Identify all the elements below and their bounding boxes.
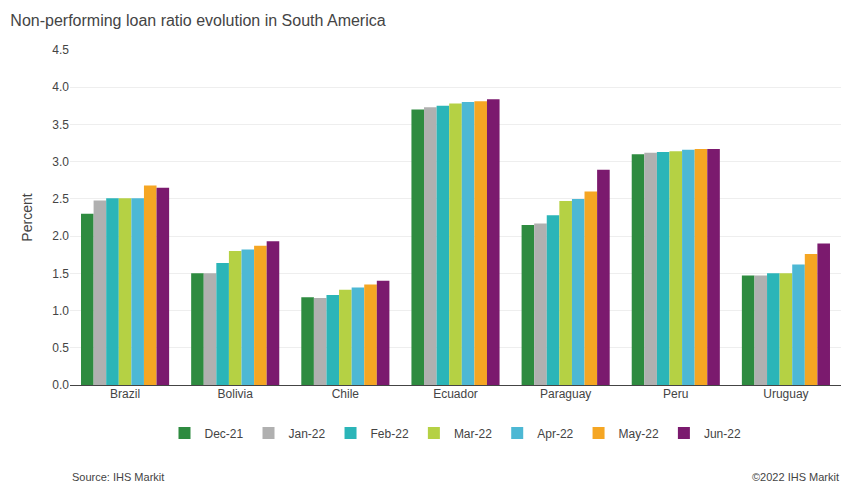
svg-text:Non-performing loan ratio evol: Non-performing loan ratio evolution in S… (10, 12, 385, 29)
svg-text:Mar-22: Mar-22 (454, 427, 492, 441)
svg-text:Source: IHS Markit: Source: IHS Markit (72, 471, 164, 483)
svg-text:2.0: 2.0 (52, 229, 69, 243)
svg-text:Feb-22: Feb-22 (371, 427, 409, 441)
svg-text:Chile: Chile (332, 387, 360, 401)
svg-text:Dec-21: Dec-21 (205, 427, 244, 441)
svg-text:Ecuador: Ecuador (433, 387, 478, 401)
svg-text:Uruguay: Uruguay (763, 387, 808, 401)
svg-text:4.5: 4.5 (52, 43, 69, 57)
svg-text:2.5: 2.5 (52, 192, 69, 206)
svg-text:0.0: 0.0 (52, 378, 69, 392)
svg-text:Apr-22: Apr-22 (537, 427, 573, 441)
svg-text:1.0: 1.0 (52, 304, 69, 318)
svg-text:4.0: 4.0 (52, 80, 69, 94)
svg-text:3.0: 3.0 (52, 155, 69, 169)
svg-text:Bolivia: Bolivia (218, 387, 254, 401)
svg-text:Brazil: Brazil (110, 387, 140, 401)
svg-text:Percent: Percent (19, 193, 35, 241)
svg-text:Peru: Peru (663, 387, 688, 401)
svg-text:Paraguay: Paraguay (540, 387, 591, 401)
svg-text:©2022 IHS Markit: ©2022 IHS Markit (752, 471, 839, 483)
svg-text:1.5: 1.5 (52, 267, 69, 281)
svg-text:May-22: May-22 (619, 427, 659, 441)
svg-text:Jan-22: Jan-22 (289, 427, 326, 441)
svg-text:Jun-22: Jun-22 (704, 427, 741, 441)
svg-text:3.5: 3.5 (52, 118, 69, 132)
svg-text:0.5: 0.5 (52, 341, 69, 355)
